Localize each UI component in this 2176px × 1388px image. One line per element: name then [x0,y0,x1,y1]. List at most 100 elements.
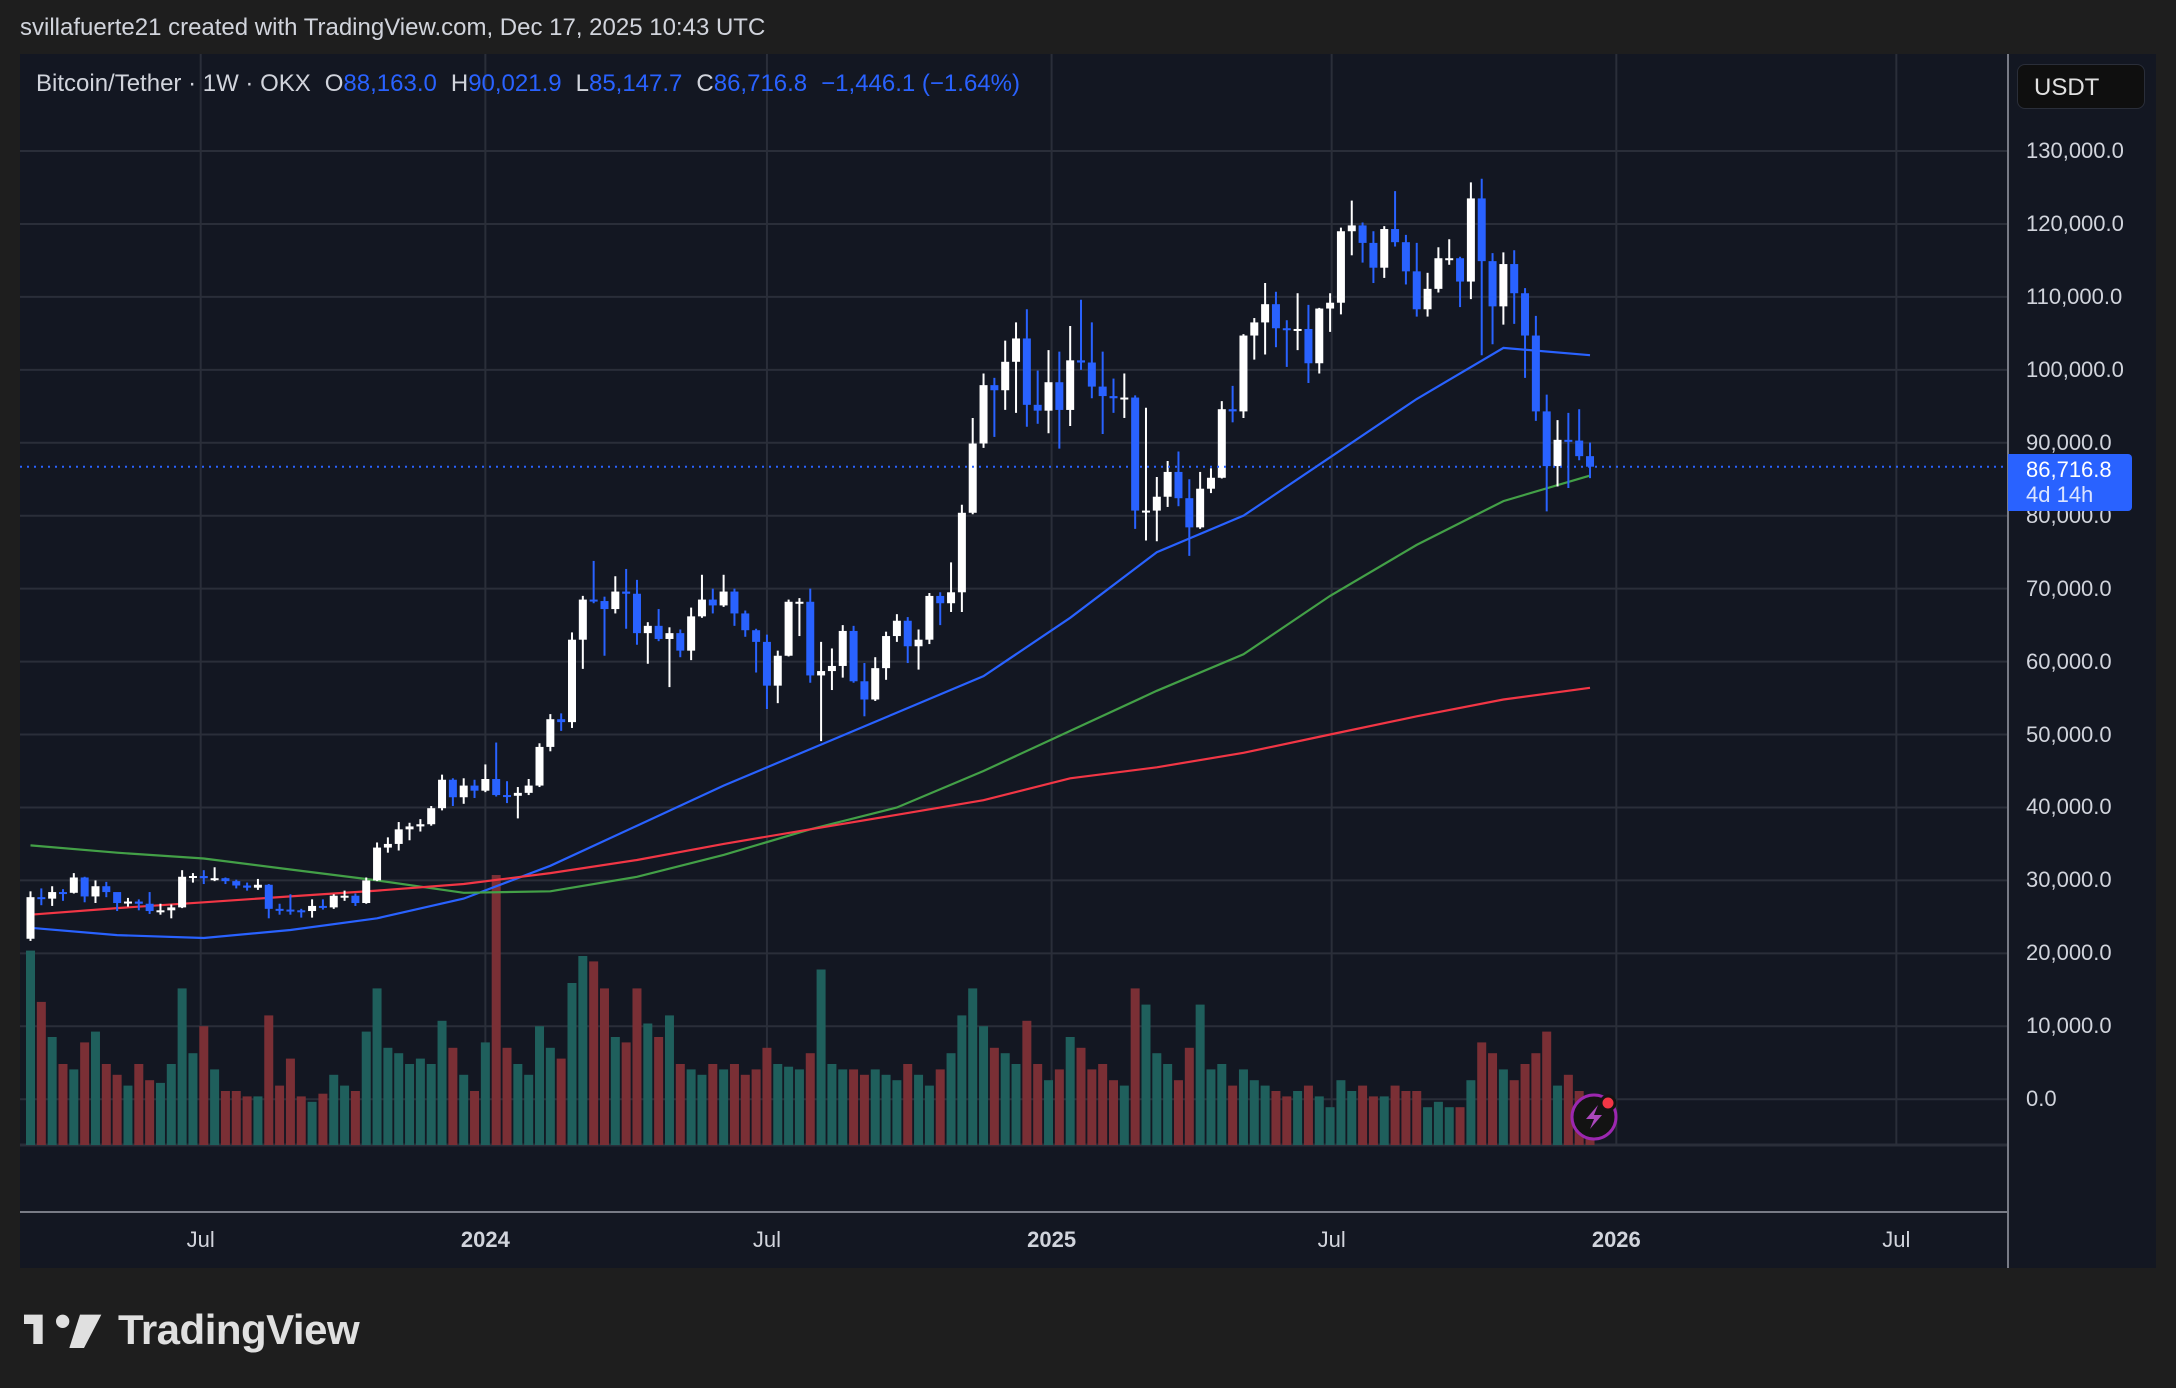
candle-body [1044,382,1053,411]
lightning-bolt-icon[interactable] [1570,1093,1618,1141]
volume-bar [58,1064,68,1145]
time-axis-label: Jul [186,1227,215,1252]
candle-body [513,792,522,796]
volume-bar [1553,1085,1563,1145]
candle-body [308,905,317,912]
candle-body [535,746,544,786]
volume-bar [1293,1091,1303,1145]
volume-bar [47,1037,57,1145]
price-axis-label: 130,000.0 [2026,138,2124,163]
candle-body [253,884,262,888]
volume-bar [914,1074,924,1145]
volume-bar [1000,1053,1010,1145]
candle-body [914,639,923,647]
price-axis-label: 10,000.0 [2026,1013,2112,1039]
volume-bar [805,1053,815,1145]
candle-body [1152,496,1161,511]
candle-body [1012,338,1021,362]
volume-bar [1444,1107,1454,1145]
volume-bar [166,1064,176,1145]
volume-bar [599,988,609,1145]
volume-bar [513,1064,523,1145]
close-label: C [696,70,714,97]
candle-body [654,625,663,639]
volume-bar [1044,1080,1054,1145]
candle-body [1271,304,1280,329]
volume-bar [123,1085,133,1145]
candle-body [113,892,122,904]
volume-bar [924,1085,934,1145]
volume-bar [210,1069,220,1145]
volume-bar [719,1069,729,1145]
volume-bar [383,1047,393,1145]
volume-bar [1509,1080,1519,1145]
candle-body [102,886,111,893]
volume-bar [1228,1085,1238,1145]
candle-body [1488,261,1497,307]
volume-bar [264,1015,274,1145]
candle-body [145,903,154,912]
volume-bar [1206,1069,1216,1145]
candle-body [1380,229,1389,268]
volume-bar [1347,1091,1357,1145]
symbol-label[interactable]: Bitcoin/Tether · 1W · OKX [36,70,311,97]
candle-body [708,599,717,606]
candle-body [1304,328,1313,364]
volume-bar [773,1064,783,1145]
moving-average-line-0 [30,346,1591,940]
candle-body [286,909,295,912]
candle-body [957,512,966,593]
candle-body [632,593,641,634]
currency-button[interactable]: USDT [2017,64,2145,109]
price-axis-label: 20,000.0 [2026,940,2112,966]
candle-body [373,847,382,881]
candle-body [318,905,327,908]
candle-body [1423,288,1432,310]
candle-body [221,878,230,882]
volume-bar [675,1064,685,1145]
candle-body [795,601,804,604]
volume-bar [1163,1064,1173,1145]
candle-body [741,613,750,631]
volume-bar [1455,1107,1465,1145]
close-value: 86,716.8 [713,70,808,97]
volume-bar [589,961,599,1145]
candle-body [1282,328,1291,331]
volume-bar [1563,1074,1573,1145]
candle-body [156,910,165,913]
volume-bar [859,1074,869,1145]
candle-body [697,599,706,617]
volume-bar [556,1058,566,1145]
low-value: 85,147.7 [588,70,683,97]
price-axis-label: 30,000.0 [2026,867,2112,893]
candle-body [784,601,793,656]
candle-body [1163,471,1172,497]
candle-body [123,901,132,904]
volume-bar [1412,1091,1422,1145]
candle-body [643,625,652,634]
last-price-value: 86,716.8 [2026,457,2112,482]
candle-body [730,591,739,614]
volume-bar [1520,1064,1530,1145]
volume-bar [285,1058,295,1145]
bar-countdown: 4d 14h [2026,482,2094,507]
volume-bar [415,1058,425,1145]
volume-bar [26,950,35,1145]
volume-bar [935,1069,945,1145]
candle-body [1315,308,1324,364]
candle-body [719,591,728,606]
volume-bar [968,988,978,1145]
volume-bar [340,1085,350,1145]
candle-body [871,668,880,700]
candle-body [1228,409,1237,412]
volume-bar [729,1064,739,1145]
volume-bar [188,1053,198,1145]
candle-body [188,876,197,879]
volume-bar [307,1101,317,1145]
candle-body [232,881,241,886]
volume-bar [1271,1091,1281,1145]
tradingview-logo[interactable]: TradingView [24,1306,360,1354]
volume-bar [1184,1047,1194,1145]
candle-body [470,785,479,791]
